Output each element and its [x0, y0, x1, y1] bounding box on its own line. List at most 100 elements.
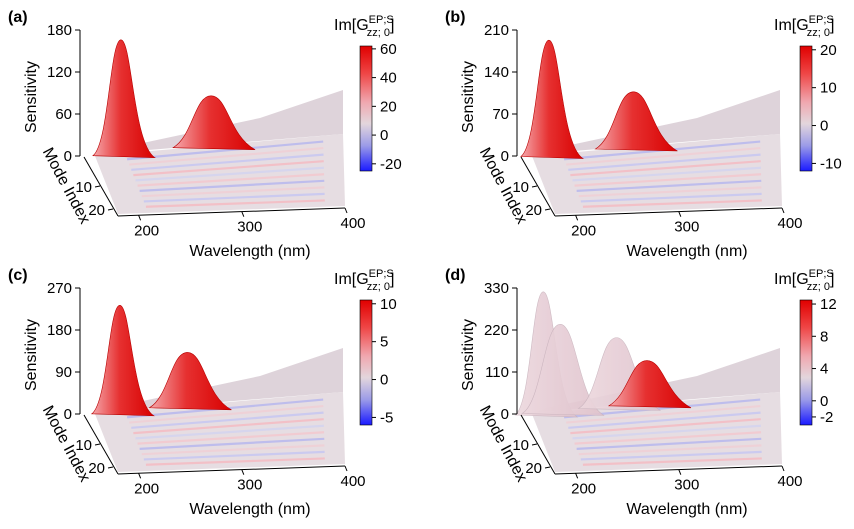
surface-row: [578, 186, 762, 198]
z-tick-label: 60: [55, 106, 72, 123]
z-tick-label: 120: [47, 64, 72, 81]
z-tick-label: 0: [64, 406, 72, 423]
colorbar-title-sup: EP;S: [809, 268, 834, 280]
colorbar-tick-label: 60: [380, 41, 397, 58]
colorbar-tick-label: 5: [380, 334, 388, 351]
surface-row: [576, 179, 762, 193]
z-tick-label: 0: [501, 406, 509, 423]
panel-label: (c): [8, 267, 28, 284]
y-tick-label: 20: [525, 202, 542, 219]
colorbar-title-close: ]: [390, 17, 394, 34]
surface-peak: [607, 360, 692, 409]
surface-row: [145, 199, 325, 208]
x-tick-mark: [575, 473, 579, 479]
colorbar-title: Im[GEP;S zz; 0]: [334, 14, 394, 39]
surface-row: [133, 160, 324, 177]
x-tick-label: 200: [571, 480, 596, 497]
x-tick-label: 300: [674, 477, 699, 494]
surface-row: [131, 411, 324, 429]
surface-row: [135, 166, 324, 182]
colorbar-title: Im[GEP;S zz; 0]: [334, 268, 394, 293]
x-tick-label: 400: [340, 215, 365, 232]
surface-row: [568, 411, 761, 429]
z-tick-label: 270: [47, 280, 72, 297]
surface-peak: [594, 91, 678, 152]
surface-row: [139, 179, 325, 193]
y-tick-mark: [94, 443, 101, 446]
x-axis-line: [554, 207, 783, 217]
x-tick-mark: [344, 465, 348, 472]
surface-back-plane: [537, 348, 780, 412]
panel-label: (d): [445, 267, 465, 284]
surface-row: [135, 424, 324, 440]
colorbar-tick-label: 12: [820, 296, 837, 313]
z-axis-label: Sensitivity: [23, 61, 40, 133]
colorbar-tick-label: 20: [380, 98, 397, 115]
colorbar-tick-label: 0: [380, 372, 388, 389]
surface-row: [129, 146, 324, 166]
surface-row: [570, 418, 761, 435]
surface-peak: [172, 95, 256, 150]
surface-row: [129, 404, 324, 424]
surface-row: [131, 153, 324, 171]
surface-row: [137, 173, 325, 187]
surface-row: [141, 444, 325, 456]
surface-row: [141, 186, 325, 198]
colorbar-tick-label: 0: [820, 118, 828, 135]
y-tick-mark: [107, 208, 114, 211]
surface-row: [570, 160, 761, 177]
x-tick-mark: [344, 207, 348, 214]
colorbar-title-close: ]: [830, 17, 834, 34]
x-axis-label: Wavelength (nm): [189, 243, 310, 260]
surface-row: [572, 166, 761, 182]
y-tick-mark: [94, 185, 101, 188]
z-tick-label: 210: [484, 22, 509, 39]
z-tick-label: 220: [484, 322, 509, 339]
surface-row: [145, 457, 325, 466]
x-axis-line: [117, 207, 346, 217]
surface-back-plane: [100, 348, 343, 412]
x-axis-label: Wavelength (nm): [626, 243, 747, 260]
y-tick-label: 10: [75, 179, 92, 196]
colorbar-tick-label: -20: [380, 156, 402, 173]
x-tick-label: 200: [134, 480, 159, 497]
surface-row: [582, 199, 762, 208]
colorbar: [359, 299, 373, 426]
y-tick-mark: [531, 443, 538, 446]
panel-label: (b): [445, 9, 465, 26]
z-tick-label: 0: [64, 148, 72, 165]
z-tick-label: 330: [484, 280, 509, 297]
x-tick-label: 300: [237, 219, 262, 236]
x-tick-label: 200: [571, 222, 596, 239]
colorbar-tick-label: -2: [820, 409, 833, 426]
colorbar-tick-label: 40: [380, 70, 397, 87]
x-axis-label: Wavelength (nm): [189, 501, 310, 518]
surface-row: [578, 444, 762, 456]
surface-row: [572, 424, 761, 440]
colorbar: [359, 45, 373, 172]
y-tick-label: 20: [88, 460, 105, 477]
z-axis-label: Sensitivity: [460, 319, 477, 391]
y-tick-label: 20: [88, 202, 105, 219]
x-tick-mark: [781, 465, 785, 472]
x-tick-label: 300: [237, 477, 262, 494]
surface-row: [568, 153, 761, 171]
surface-row: [574, 431, 762, 445]
surface-row: [580, 192, 762, 203]
z-tick-label: 70: [492, 106, 509, 123]
colorbar-title-sub: zz; 0: [367, 27, 390, 39]
x-tick-mark: [138, 473, 142, 479]
y-tick-mark: [544, 466, 551, 469]
colorbar-title-sub: zz; 0: [807, 27, 830, 39]
surface-row: [582, 457, 762, 466]
colorbar-tick-label: 0: [820, 393, 828, 410]
colorbar-title: Im[GEP;S zz; 0]: [774, 268, 834, 293]
surface-peak: [92, 39, 157, 159]
y-tick-label: 20: [525, 460, 542, 477]
z-tick-label: 110: [485, 364, 509, 381]
z-tick-label: 180: [47, 22, 72, 39]
